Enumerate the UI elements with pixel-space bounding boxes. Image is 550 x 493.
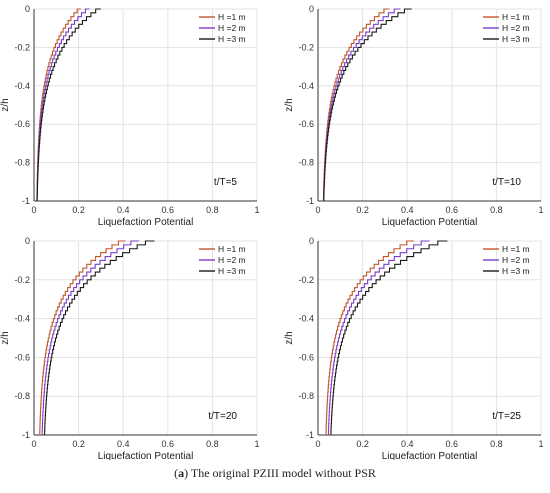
x-tick-label: 0.8 <box>490 439 503 449</box>
x-tick-label: 0.2 <box>72 439 85 449</box>
legend-label-2: H =2 m <box>502 255 530 265</box>
legend-label-2: H =2 m <box>502 23 530 33</box>
y-tick-label: -0.8 <box>14 391 30 401</box>
y-tick-label: -0.6 <box>14 119 30 129</box>
x-tick-label: 0.4 <box>117 205 130 215</box>
time-annotation: t/T=20 <box>208 411 237 422</box>
y-tick-label: -0.4 <box>298 81 314 91</box>
y-axis-label: z/h <box>0 98 11 111</box>
caption-text: The original PZIII model without PSR <box>190 466 376 480</box>
y-tick-label: -1 <box>306 430 314 440</box>
series-line-2 <box>41 240 139 435</box>
caption-letter: a <box>178 466 185 480</box>
y-tick-label: -0.4 <box>298 314 314 324</box>
chart-panel-2: 0 0.2 0.4 0.6 0.8 1 0 -0.2 -0.4 -0.6 -0.8 -1 Liquefa… <box>284 4 544 228</box>
y-axis-label: z/h <box>284 98 295 111</box>
y-tick-label: 0 <box>309 236 314 246</box>
legend: H =1 mH =2 mH =3 m <box>199 12 246 44</box>
series-line-2 <box>327 240 430 435</box>
x-tick-label: 1 <box>254 439 259 449</box>
x-tick-label: 0.6 <box>446 439 459 449</box>
chart-panel-4: 0 0.2 0.4 0.6 0.8 1 0 -0.2 -0.4 -0.6 -0.8 -1 Liquefa… <box>284 236 544 460</box>
time-annotation: t/T=5 <box>214 177 238 188</box>
x-tick-label: 1 <box>538 439 543 449</box>
x-axis-label: Liquefaction Potential <box>98 217 194 228</box>
series-line-3 <box>36 8 101 201</box>
x-tick-label: 0.6 <box>446 205 459 215</box>
x-tick-label: 0 <box>315 439 320 449</box>
series-line-3 <box>44 240 155 435</box>
series-line-3 <box>323 8 412 201</box>
x-tick-label: 0 <box>31 205 36 215</box>
y-tick-label: -1 <box>306 196 314 206</box>
y-tick-label: -0.4 <box>14 81 30 91</box>
x-tick-label: 0.2 <box>356 205 369 215</box>
x-tick-label: 0.2 <box>72 205 85 215</box>
figure: 0 0.2 0.4 0.6 0.8 1 0 -0.2 -0.4 -0.6 -0.8 -1 Liquefa… <box>0 4 544 460</box>
x-axis-label: Liquefaction Potential <box>382 217 478 228</box>
legend-label-3: H =3 m <box>218 34 246 44</box>
legend-label-2: H =2 m <box>218 255 246 265</box>
x-tick-label: 1 <box>254 205 259 215</box>
x-tick-label: 0.8 <box>206 439 219 449</box>
figure-caption: (a) The original PZIII model without PSR <box>174 466 376 480</box>
series-line-1 <box>325 240 414 435</box>
x-tick-label: 0.4 <box>401 439 414 449</box>
legend: H =1 mH =2 mH =3 m <box>199 244 246 276</box>
series-line-1 <box>39 240 126 435</box>
y-tick-label: -0.6 <box>298 119 314 129</box>
legend-label-3: H =3 m <box>502 34 530 44</box>
legend-label-1: H =1 m <box>218 12 246 22</box>
time-annotation: t/T=25 <box>492 411 521 422</box>
y-tick-label: -0.6 <box>298 352 314 362</box>
y-tick-label: -0.8 <box>14 158 30 168</box>
y-tick-label: -0.2 <box>14 42 30 52</box>
y-tick-label: -0.8 <box>298 158 314 168</box>
chart-panel-1: 0 0.2 0.4 0.6 0.8 1 0 -0.2 -0.4 -0.6 -0.8 -1 Liquefa… <box>0 4 260 228</box>
x-tick-label: 0.6 <box>162 205 175 215</box>
legend-label-1: H =1 m <box>218 244 246 254</box>
time-annotation: t/T=10 <box>492 177 521 188</box>
y-axis-label: z/h <box>0 331 11 344</box>
y-tick-label: -0.2 <box>298 42 314 52</box>
x-tick-label: 0.6 <box>162 439 175 449</box>
legend-label-3: H =3 m <box>218 266 246 276</box>
legend-label-2: H =2 m <box>218 23 246 33</box>
y-tick-label: 0 <box>25 4 30 14</box>
legend: H =1 mH =2 mH =3 m <box>483 12 530 44</box>
x-axis-label: Liquefaction Potential <box>98 451 194 460</box>
y-tick-label: -0.8 <box>298 391 314 401</box>
series-line-2 <box>323 8 401 201</box>
x-tick-label: 0.4 <box>117 439 130 449</box>
series-line-2 <box>36 8 90 201</box>
x-tick-label: 0.4 <box>401 205 414 215</box>
legend-label-1: H =1 m <box>502 12 530 22</box>
y-tick-label: -0.2 <box>298 275 314 285</box>
x-tick-label: 0.8 <box>206 205 219 215</box>
x-tick-label: 0 <box>31 439 36 449</box>
x-tick-label: 0.8 <box>490 205 503 215</box>
y-tick-label: -0.6 <box>14 352 30 362</box>
y-tick-label: 0 <box>25 236 30 246</box>
x-tick-label: 0.2 <box>356 439 369 449</box>
x-tick-label: 1 <box>538 205 543 215</box>
y-tick-label: -1 <box>22 430 30 440</box>
y-tick-label: -0.2 <box>14 275 30 285</box>
legend: H =1 mH =2 mH =3 m <box>483 244 530 276</box>
y-tick-label: -0.4 <box>14 314 30 324</box>
x-tick-label: 0 <box>315 205 320 215</box>
chart-panel-3: 0 0.2 0.4 0.6 0.8 1 0 -0.2 -0.4 -0.6 -0.8 -1 Liquefa… <box>0 236 260 460</box>
y-axis-label: z/h <box>284 331 295 344</box>
y-tick-label: -1 <box>22 196 30 206</box>
y-tick-label: 0 <box>309 4 314 14</box>
legend-label-3: H =3 m <box>502 266 530 276</box>
legend-label-1: H =1 m <box>502 244 530 254</box>
series-line-3 <box>330 240 448 435</box>
x-axis-label: Liquefaction Potential <box>382 451 478 460</box>
